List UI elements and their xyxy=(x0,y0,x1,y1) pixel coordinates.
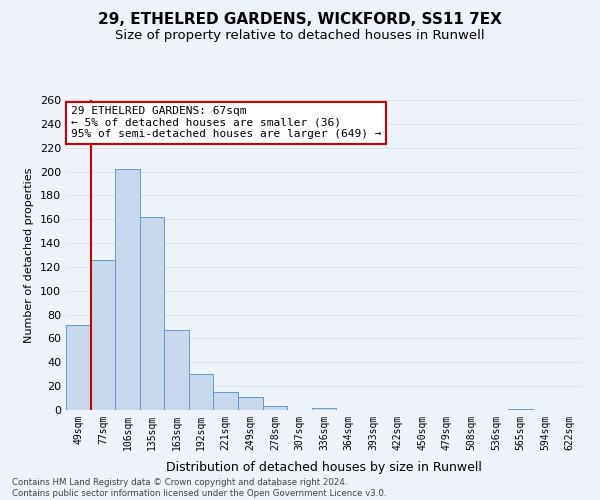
Bar xyxy=(214,392,238,410)
Bar xyxy=(238,397,263,410)
Y-axis label: Number of detached properties: Number of detached properties xyxy=(25,168,34,342)
Bar xyxy=(508,409,533,410)
Bar xyxy=(189,374,214,410)
Text: Contains HM Land Registry data © Crown copyright and database right 2024.
Contai: Contains HM Land Registry data © Crown c… xyxy=(12,478,386,498)
X-axis label: Distribution of detached houses by size in Runwell: Distribution of detached houses by size … xyxy=(166,461,482,474)
Text: Size of property relative to detached houses in Runwell: Size of property relative to detached ho… xyxy=(115,29,485,42)
Bar xyxy=(91,260,115,410)
Bar xyxy=(66,326,91,410)
Bar xyxy=(312,408,336,410)
Text: 29, ETHELRED GARDENS, WICKFORD, SS11 7EX: 29, ETHELRED GARDENS, WICKFORD, SS11 7EX xyxy=(98,12,502,28)
Text: 29 ETHELRED GARDENS: 67sqm
← 5% of detached houses are smaller (36)
95% of semi-: 29 ETHELRED GARDENS: 67sqm ← 5% of detac… xyxy=(71,106,382,139)
Bar xyxy=(140,217,164,410)
Bar xyxy=(115,169,140,410)
Bar xyxy=(164,330,189,410)
Bar xyxy=(263,406,287,410)
